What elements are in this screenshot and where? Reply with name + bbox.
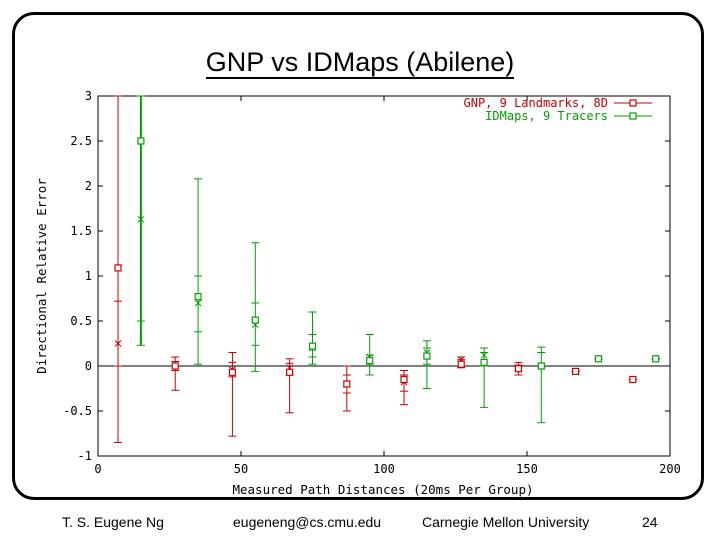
error-bar-point xyxy=(136,95,145,346)
median-marker xyxy=(137,215,145,223)
mean-marker xyxy=(308,342,317,350)
y-tick-label: -0.5 xyxy=(63,404,92,418)
legend-marker xyxy=(629,99,637,107)
error-bar-point xyxy=(251,242,260,372)
x-axis-label: Measured Path Distances (20ms Per Group) xyxy=(232,482,533,497)
error-bar-point xyxy=(422,340,431,389)
footer-page-number: 24 xyxy=(642,514,658,530)
mean-marker xyxy=(114,264,122,272)
y-tick-label: 2 xyxy=(85,179,92,193)
error-bar-point xyxy=(365,334,374,376)
mean-marker xyxy=(343,380,351,388)
y-tick-label: 1.5 xyxy=(70,224,92,238)
mean-marker xyxy=(457,360,465,368)
x-tick-label: 100 xyxy=(373,462,395,476)
error-bar-point xyxy=(537,346,546,424)
error-bar-point xyxy=(342,365,351,412)
y-tick-label: 3 xyxy=(85,89,92,103)
y-tick-label: 0.5 xyxy=(70,314,92,328)
legend-marker xyxy=(629,112,637,120)
mean-marker xyxy=(194,293,202,301)
mean-marker xyxy=(228,368,237,376)
slide-title: GNP vs IDMaps (Abilene) xyxy=(205,47,515,79)
mean-marker xyxy=(480,358,488,366)
error-bar-point xyxy=(308,311,317,365)
mean-marker xyxy=(629,375,637,384)
data-marks xyxy=(114,95,660,443)
error-bar-point xyxy=(114,95,123,443)
error-bar-point xyxy=(628,375,637,384)
mean-marker xyxy=(594,355,603,363)
mean-marker xyxy=(423,352,431,360)
mean-marker xyxy=(514,365,523,373)
error-bar-point xyxy=(457,356,466,369)
y-axis-label: Directional Relative Error xyxy=(34,178,49,374)
error-bar-point xyxy=(594,355,603,363)
y-tick-label: 2.5 xyxy=(70,134,92,148)
mean-marker xyxy=(286,368,294,376)
axes xyxy=(97,95,671,457)
mean-marker xyxy=(537,362,545,370)
median-marker xyxy=(480,351,488,359)
median-marker xyxy=(114,340,122,347)
footer-author: T. S. Eugene Ng xyxy=(62,514,164,530)
error-bar-point xyxy=(514,361,523,376)
mean-marker xyxy=(171,362,179,370)
x-tick-label: 150 xyxy=(516,462,538,476)
error-bar-point xyxy=(194,178,203,365)
y-tick-label: 0 xyxy=(85,359,92,373)
error-bar-point xyxy=(285,358,294,414)
legend-label: IDMaps, 9 Tracers xyxy=(485,109,608,123)
median-marker xyxy=(194,299,202,307)
mean-marker xyxy=(400,375,408,384)
footer-affiliation: Carnegie Mellon University xyxy=(422,514,590,530)
error-bar-point xyxy=(480,347,489,408)
y-tick-label: -1 xyxy=(78,449,92,463)
error-bar-point xyxy=(400,370,409,406)
plot-frame xyxy=(97,95,671,457)
mean-marker xyxy=(366,357,374,365)
footer-email[interactable]: eugeneng@cs.cmu.edu xyxy=(233,514,382,530)
mean-marker xyxy=(137,137,145,145)
error-bar-point xyxy=(228,352,237,437)
error-bar-point xyxy=(171,356,180,391)
x-tick-label: 50 xyxy=(234,462,248,476)
slide-frame xyxy=(12,12,704,500)
error-bar-point xyxy=(571,367,580,375)
y-tick-label: 1 xyxy=(85,269,92,283)
mean-marker xyxy=(652,355,660,363)
mean-marker xyxy=(251,316,259,324)
mean-marker xyxy=(572,367,580,375)
x-tick-label: 0 xyxy=(94,462,101,476)
error-bar-point xyxy=(651,355,660,363)
legend-label: GNP, 9 Landmarks, 8D xyxy=(464,96,609,110)
tick-labels: -1 -0.5 0 0.5 1 1.5 2 2.5 3 0 50 100 150 200 xyxy=(63,89,681,476)
x-tick-label: 200 xyxy=(659,462,681,476)
